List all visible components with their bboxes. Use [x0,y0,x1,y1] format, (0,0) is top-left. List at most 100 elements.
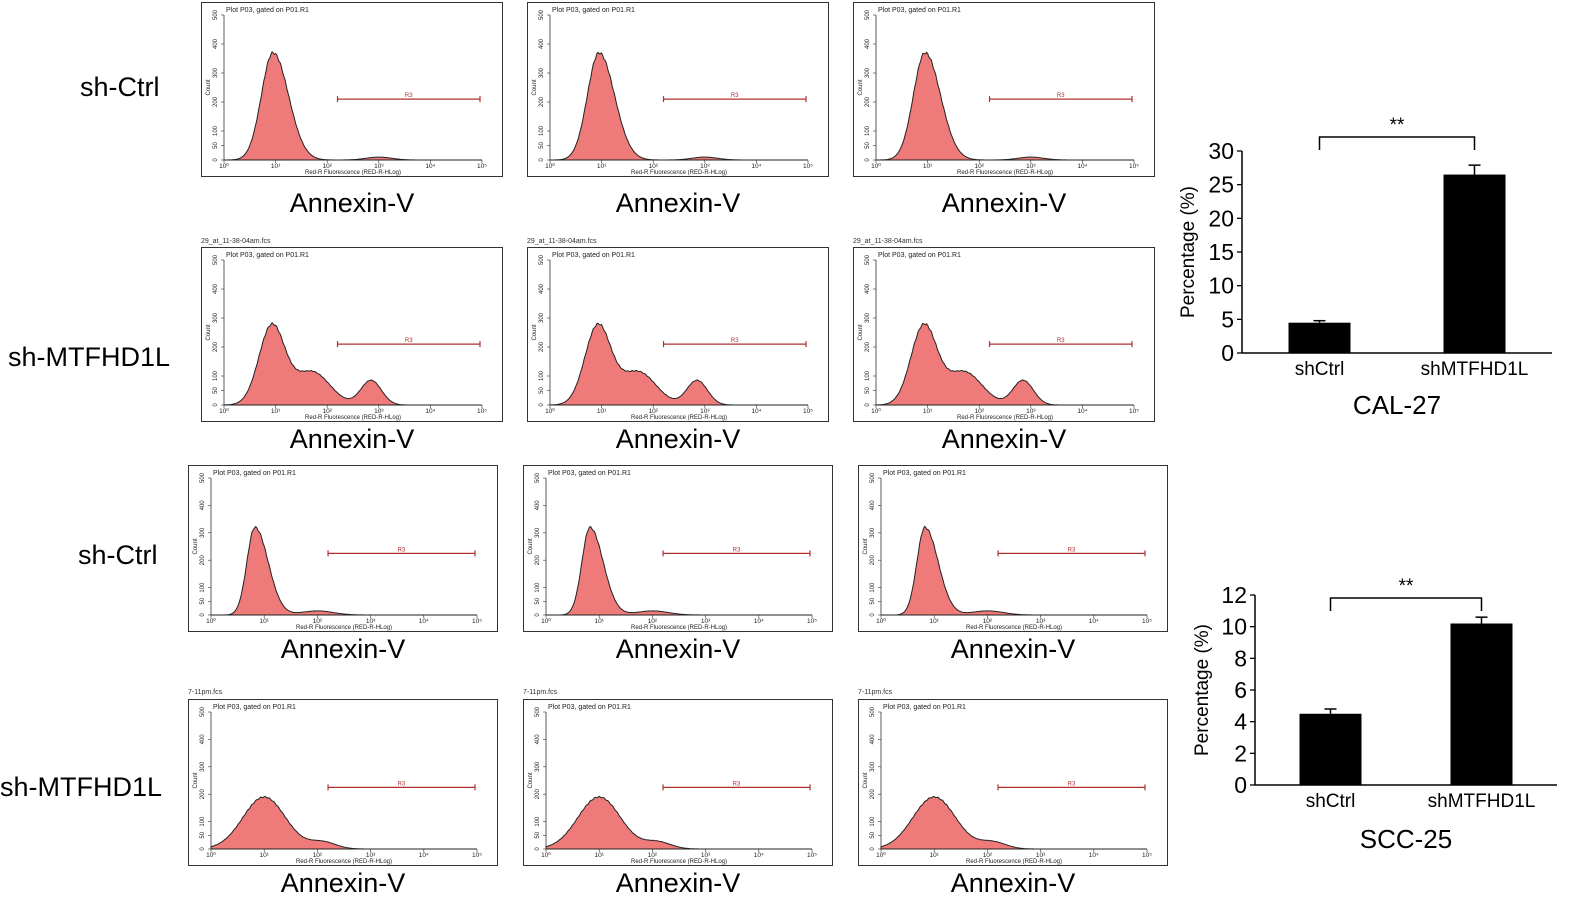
annexin-caption-r4c2: Annexin-V [615,868,741,898]
x-axis-label: Red-R Fluorescence (RED-R-HLog) [296,625,392,631]
gate-label: R3 [405,338,413,344]
bar-y-axis-label: Percentage (%) [1178,186,1199,318]
y-tick-label: 300 [870,761,876,772]
x-tick-label: 10³ [1026,408,1036,415]
annexin-caption-r1c2: Annexin-V [615,188,741,218]
x-tick-label: 10⁴ [425,163,435,170]
annexin-caption-r2c3: Annexin-V [941,424,1067,454]
y-axis-label: Count [193,772,199,788]
y-tick-label: 400 [535,734,541,745]
y-tick-label: 0 [213,158,219,162]
x-tick-label: 10³ [700,408,710,415]
bar-y-tick-label: 0 [1234,772,1247,798]
x-tick-label: 10⁵ [1129,408,1139,415]
annexin-caption-r3c1: Annexin-V [280,634,406,664]
y-axis-label: Count [858,79,864,95]
annexin-caption-r2c2: Annexin-V [615,424,741,454]
histogram-r4c1: Plot P03, gated on P01.R1 0 50 100 200 300 400… [188,699,498,866]
x-tick-label: 10⁴ [754,852,764,859]
filename-r2c1: 29_at_11-38-04am.fcs [201,238,271,245]
x-axis-label: Red-R Fluorescence (RED-R-HLog) [957,170,1053,176]
bar-shMTFHD1L [1450,623,1513,785]
plot-title: Plot P03, gated on P01.R1 [552,7,635,14]
y-tick-label: 200 [535,555,541,566]
histogram-r4c2: Plot P03, gated on P01.R1 0 50 100 200 300 400… [523,699,833,866]
row-label-4: sh-MTFHD1L [0,772,163,802]
y-tick-label: 100 [539,125,545,136]
y-tick-label: 400 [865,283,871,294]
plot-title: Plot P03, gated on P01.R1 [226,7,309,14]
y-tick-label: 500 [535,706,541,717]
significance-bracket [1329,597,1483,611]
y-tick-label: 500 [865,254,871,265]
x-tick-label: 10⁰ [206,851,216,859]
y-tick-label: 200 [200,789,206,800]
y-tick-label: 100 [865,125,871,136]
plot-title: Plot P03, gated on P01.R1 [883,704,966,711]
x-tick-label: 10² [322,408,332,415]
x-tick-label: 10⁵ [1129,163,1139,170]
bar-y-axis-label: Percentage (%) [1192,624,1213,756]
bar-y-tick-label: 25 [1208,172,1234,198]
gate-label: R3 [1057,93,1065,99]
plot-title: Plot P03, gated on P01.R1 [548,470,631,477]
bar-y-tick-label: 10 [1208,273,1234,299]
histogram-r1c3: Plot P03, gated on P01.R1 0 50 100 200 300 400… [853,2,1155,177]
x-tick-label: 10¹ [929,618,939,625]
x-tick-label: 10⁵ [472,618,482,625]
bar-category-label: shMTFHD1L [1421,359,1529,380]
y-tick-label: 200 [870,555,876,566]
x-tick-label: 10¹ [271,408,281,415]
y-tick-label: 400 [865,38,871,49]
y-tick-label: 300 [200,761,206,772]
x-tick-label: 10⁵ [807,852,817,859]
y-tick-label: 50 [200,597,206,604]
y-tick-label: 200 [865,96,871,107]
x-tick-label: 10¹ [597,408,607,415]
x-tick-label: 10⁰ [541,851,551,859]
y-tick-label: 50 [539,142,545,149]
x-tick-label: 10⁴ [419,852,429,859]
y-tick-label: 500 [213,9,219,20]
y-tick-label: 200 [539,341,545,352]
plot-title: Plot P03, gated on P01.R1 [552,252,635,259]
x-tick-label: 10¹ [923,163,933,170]
y-tick-label: 0 [200,847,206,851]
x-tick-label: 10² [313,618,323,625]
x-axis-label: Red-R Fluorescence (RED-R-HLog) [305,170,401,176]
y-tick-label: 300 [539,67,545,78]
x-tick-label: 10³ [1036,852,1046,859]
y-tick-label: 500 [213,254,219,265]
filename-r4c2: 7-11pm.fcs [523,689,558,696]
annexin-caption-r2c1: Annexin-V [289,424,415,454]
x-tick-label: 10⁵ [807,618,817,625]
y-tick-label: 200 [213,96,219,107]
y-tick-label: 200 [539,96,545,107]
y-tick-label: 300 [865,312,871,323]
y-tick-label: 100 [539,370,545,381]
annexin-caption-r1c1: Annexin-V [289,188,415,218]
y-tick-label: 400 [200,734,206,745]
bar-y-tick-label: 12 [1221,582,1247,608]
x-tick-label: 10² [983,852,993,859]
histogram-curve [549,51,808,161]
x-axis-label: Red-R Fluorescence (RED-R-HLog) [631,415,727,421]
y-tick-label: 200 [200,555,206,566]
x-axis-label: Red-R Fluorescence (RED-R-HLog) [296,859,392,865]
bar-y-tick-label: 6 [1234,677,1247,703]
y-tick-label: 400 [535,500,541,511]
filename-r4c3: 7-11pm.fcs [858,689,893,696]
x-tick-label: 10⁵ [803,163,813,170]
x-axis-label: Red-R Fluorescence (RED-R-HLog) [631,859,727,865]
annexin-caption-r3c2: Annexin-V [615,634,741,664]
plot-title: Plot P03, gated on P01.R1 [213,704,296,711]
y-tick-label: 300 [539,312,545,323]
plot-title: Plot P03, gated on P01.R1 [878,252,961,259]
y-tick-label: 500 [870,472,876,483]
x-tick-label: 10¹ [923,408,933,415]
x-tick-label: 10¹ [929,852,939,859]
y-axis-label: Count [193,538,199,554]
y-tick-label: 0 [539,403,545,407]
y-axis-label: Count [863,772,869,788]
bar-category-label: shCtrl [1306,791,1356,812]
